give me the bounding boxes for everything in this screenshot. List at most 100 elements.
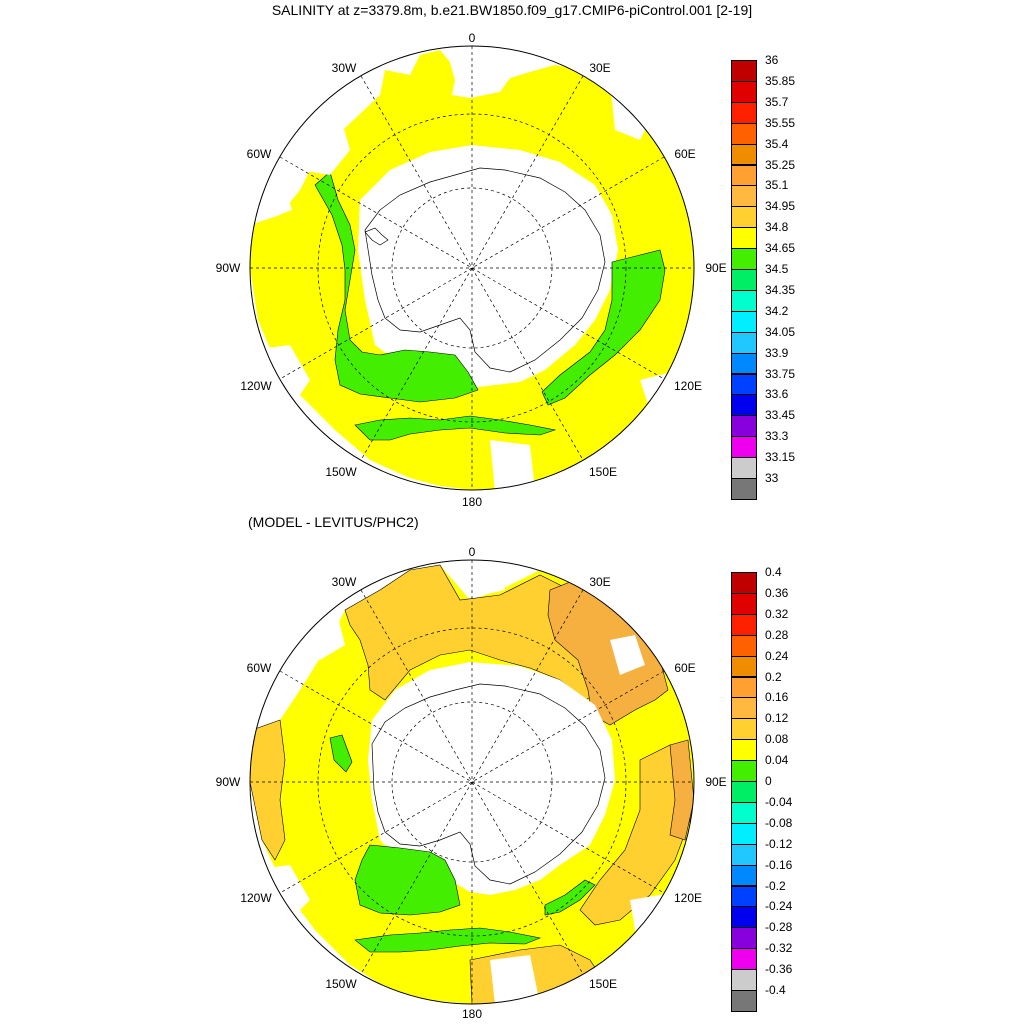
bot-lon-label-180: 180 — [462, 1007, 482, 1021]
top-colorbar-label: 35.1 — [765, 178, 789, 193]
bot-lon-label-0: 0 — [469, 545, 476, 559]
bottom-colorbar-label: -0.16 — [765, 857, 793, 872]
top-green-ross-band — [354, 415, 557, 441]
difference-subtitle: (MODEL - LEVITUS/PHC2) — [248, 514, 419, 530]
bot-lon-label-60e: 60E — [674, 661, 695, 675]
bot-lon-label-90w: 90W — [216, 775, 241, 789]
top-colorbar-label: 34.65 — [765, 241, 796, 256]
bottom-colorbar-swatch — [731, 697, 757, 720]
bot-antarctic-coast — [371, 683, 606, 885]
top-antarctic-blank — [358, 145, 618, 388]
top-colorbar-label: 33.15 — [765, 450, 796, 465]
top-colorbar-label: 33 — [765, 471, 779, 485]
top-peninsula — [364, 227, 389, 246]
top-colorbar-swatch — [731, 352, 757, 375]
bot-green-indian — [544, 879, 596, 916]
top-lon-label-150e: 150E — [589, 465, 617, 479]
top-colorbar-label: 33.75 — [765, 366, 796, 381]
bottom-graticule — [250, 560, 694, 1004]
top-green-weddell-west — [314, 171, 479, 403]
bottom-colorbar-swatch — [731, 843, 757, 866]
top-colorbar-swatch — [731, 436, 757, 459]
bottom-colorbar-swatch — [731, 801, 757, 824]
bottom-colorbar-label: 0.04 — [765, 753, 789, 768]
top-gap-5 — [490, 440, 535, 490]
top-lon-label-30e: 30E — [589, 61, 610, 75]
bottom-colorbar-label: 0.4 — [765, 565, 782, 579]
top-colorbar-swatch — [731, 310, 757, 333]
bot-lon-label-30w: 30W — [332, 575, 357, 589]
bottom-colorbar-swatch — [731, 655, 757, 678]
top-colorbar-label: 35.55 — [765, 115, 796, 130]
top-colorbar-swatch — [731, 185, 757, 208]
bot-lon-label-120w: 120W — [240, 891, 272, 905]
bot-lon-label-60w: 60W — [247, 661, 272, 675]
top-colorbar-label: 35.25 — [765, 157, 796, 172]
top-colorbar-label: 35.4 — [765, 136, 789, 151]
top-gap-2 — [610, 75, 655, 140]
top-colorbar-label: 34.05 — [765, 324, 796, 339]
bottom-polar-map: 0 30E 60E 90E 120E 150E 180 150W 120W 90… — [216, 545, 727, 1021]
top-colorbar-swatch — [731, 227, 757, 250]
bot-gap-2 — [460, 560, 505, 598]
bottom-colorbar-label: -0.08 — [765, 815, 793, 830]
bot-lon-label-120e: 120E — [674, 891, 702, 905]
top-colorbar-swatch — [731, 143, 757, 166]
bottom-colorbar-swatch — [731, 592, 757, 615]
bottom-colorbar-label: 0.36 — [765, 585, 789, 600]
top-colorbar-label: 34.5 — [765, 262, 789, 276]
bot-green-weddell — [354, 844, 461, 916]
top-lon-label-90e: 90E — [705, 261, 726, 275]
top-gap-1 — [300, 115, 350, 175]
bot-antarctic-blank — [368, 662, 615, 895]
top-colorbar-swatch — [731, 122, 757, 145]
bot-gold-west — [250, 719, 286, 861]
top-colorbar-label: 35.7 — [765, 94, 789, 109]
top-lon-label-30w: 30W — [332, 61, 357, 75]
top-colorbar-label: 34.95 — [765, 199, 796, 214]
bottom-colorbar-label: -0.24 — [765, 899, 793, 914]
bottom-colorbar-label: -0.4 — [765, 983, 786, 997]
bottom-colorbar-swatch — [731, 634, 757, 657]
bottom-colorbar-swatch — [731, 572, 757, 594]
bottom-colorbar-label: 0.12 — [765, 711, 789, 726]
bottom-colorbar-swatch — [731, 718, 757, 741]
bottom-colorbar-label: -0.32 — [765, 941, 793, 956]
bottom-colorbar-label: -0.04 — [765, 794, 793, 809]
top-lon-label-120w: 120W — [240, 379, 272, 393]
bottom-colorbar-label: -0.28 — [765, 920, 793, 935]
bot-lon-label-90e: 90E — [705, 775, 726, 789]
bot-lon-label-30e: 30E — [589, 575, 610, 589]
top-colorbar-swatch — [731, 101, 757, 124]
top-lon-label-60w: 60W — [247, 147, 272, 161]
bottom-colorbar-swatch — [731, 613, 757, 636]
top-lon-label-150w: 150W — [325, 465, 357, 479]
top-colorbar-swatch — [731, 373, 757, 396]
bottom-colorbar-label: 0.2 — [765, 669, 782, 684]
top-colorbar-swatch — [731, 80, 757, 103]
top-colorbar-label: 35.85 — [765, 73, 796, 88]
top-colorbar-swatch — [731, 289, 757, 312]
top-green-indian-sector — [541, 249, 666, 406]
bottom-colorbar-label: 0.32 — [765, 606, 789, 621]
bottom-colorbar-label: 0.28 — [765, 627, 789, 642]
bottom-colorbar-label: 0.24 — [765, 648, 789, 663]
bottom-colorbar-label: 0 — [765, 774, 772, 788]
top-colorbar-label: 34.35 — [765, 282, 796, 297]
bottom-colorbar-swatch — [731, 739, 757, 762]
bottom-colorbar-label: -0.2 — [765, 878, 786, 893]
bottom-colorbar-swatch — [731, 781, 757, 803]
bottom-colorbar-label: -0.12 — [765, 836, 793, 851]
top-gap-7 — [255, 185, 292, 220]
figure-title: SALINITY at z=3379.8m, b.e21.BW1850.f09_… — [271, 2, 753, 18]
bot-green-small-west — [329, 734, 353, 773]
bot-lon-label-150w: 150W — [325, 977, 357, 991]
bottom-colorbar-label: 0.16 — [765, 690, 789, 705]
bot-gap-5 — [490, 955, 540, 1004]
bottom-colorbar-swatch — [731, 864, 757, 887]
bot-gap-3 — [610, 635, 645, 675]
top-colorbar-label: 34.2 — [765, 303, 789, 318]
bottom-colorbar-swatch — [731, 822, 757, 845]
bottom-colorbar-label: 0.08 — [765, 732, 789, 747]
